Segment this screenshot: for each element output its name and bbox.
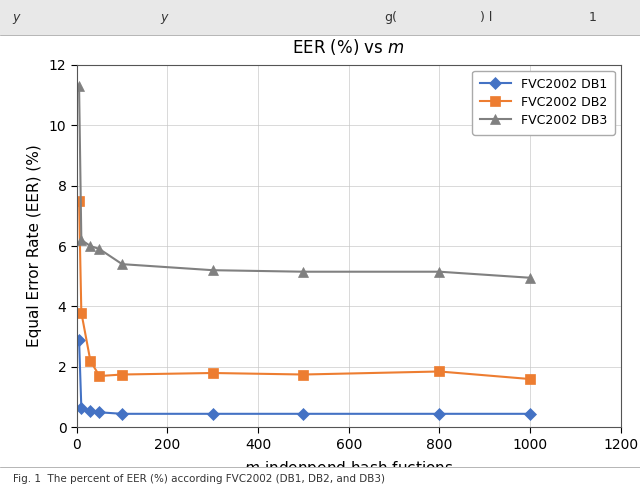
Text: y: y <box>160 11 168 24</box>
X-axis label: $\mathit{m}$-indenpend hash fuctions: $\mathit{m}$-indenpend hash fuctions <box>244 459 454 478</box>
FVC2002 DB2 <box>77 310 85 316</box>
Text: ) l: ) l <box>480 11 492 24</box>
FVC2002 DB2 <box>526 376 534 382</box>
FVC2002 DB1 <box>526 411 534 417</box>
FVC2002 DB1 <box>300 411 307 417</box>
Text: y: y <box>13 11 20 24</box>
FVC2002 DB3 <box>209 267 216 273</box>
FVC2002 DB2 <box>76 198 83 204</box>
FVC2002 DB1 <box>76 337 83 343</box>
FVC2002 DB1 <box>95 410 103 415</box>
FVC2002 DB1 <box>86 408 94 414</box>
FVC2002 DB3 <box>76 83 83 89</box>
Y-axis label: Equal Error Rate (EER) (%): Equal Error Rate (EER) (%) <box>27 145 42 347</box>
FVC2002 DB1 <box>436 411 444 417</box>
Text: 1: 1 <box>589 11 596 24</box>
Text: Fig. 1  The percent of EER (%) according FVC2002 (DB1, DB2, and DB3): Fig. 1 The percent of EER (%) according … <box>13 474 385 484</box>
FVC2002 DB2 <box>118 372 126 378</box>
FVC2002 DB1 <box>77 405 85 411</box>
FVC2002 DB3 <box>118 261 126 267</box>
FVC2002 DB3 <box>77 237 85 243</box>
FVC2002 DB2 <box>95 373 103 379</box>
FVC2002 DB1 <box>209 411 216 417</box>
FVC2002 DB2 <box>436 368 444 374</box>
FVC2002 DB2 <box>209 370 216 376</box>
Line: FVC2002 DB3: FVC2002 DB3 <box>74 81 535 283</box>
Text: g(: g( <box>384 11 397 24</box>
FVC2002 DB3 <box>86 243 94 249</box>
FVC2002 DB2 <box>300 372 307 378</box>
FVC2002 DB3 <box>95 246 103 252</box>
FVC2002 DB2 <box>86 358 94 364</box>
Legend: FVC2002 DB1, FVC2002 DB2, FVC2002 DB3: FVC2002 DB1, FVC2002 DB2, FVC2002 DB3 <box>472 71 614 135</box>
Line: FVC2002 DB1: FVC2002 DB1 <box>75 335 534 418</box>
FVC2002 DB3 <box>436 269 444 275</box>
FVC2002 DB3 <box>300 269 307 275</box>
FVC2002 DB3 <box>526 275 534 281</box>
FVC2002 DB1 <box>118 411 126 417</box>
Title: EER (%) vs $\mathit{m}$: EER (%) vs $\mathit{m}$ <box>292 37 405 58</box>
Line: FVC2002 DB2: FVC2002 DB2 <box>74 196 535 384</box>
